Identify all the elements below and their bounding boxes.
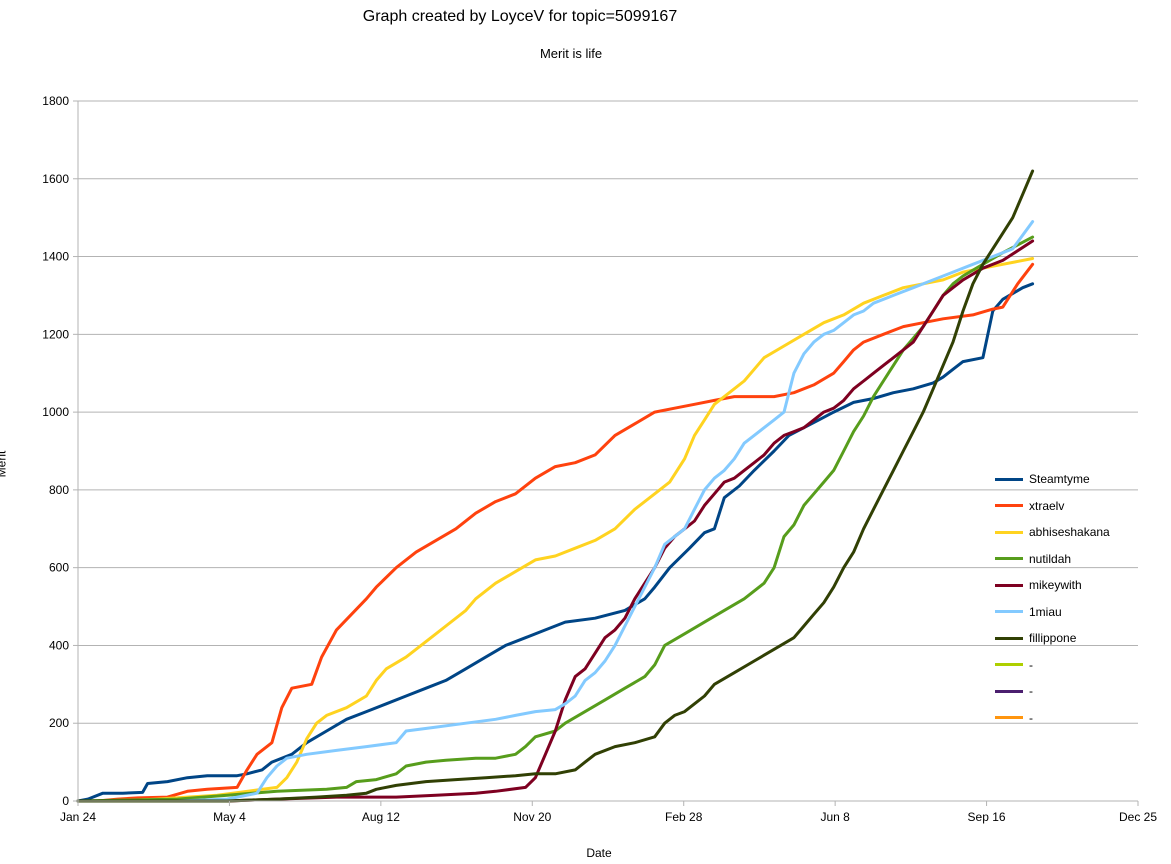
chart-subtitle: Merit is life: [539, 46, 603, 61]
legend-label: -: [1029, 657, 1033, 672]
legend-item: mikeywith: [995, 572, 1110, 599]
legend-label: -: [1029, 684, 1033, 699]
legend-swatch: [995, 477, 1023, 481]
legend-item: abhiseshakana: [995, 519, 1110, 546]
series-line-Steamtyme: [76, 282, 1035, 803]
legend: Steamtyme xtraelv abhiseshakana nutildah mik…: [995, 466, 1110, 731]
y-tick-label: 800: [49, 483, 69, 497]
y-tick-label: 200: [49, 716, 69, 730]
legend-label: Steamtyme: [1029, 472, 1090, 487]
legend-label: 1miau: [1029, 604, 1062, 619]
y-tick-label: 400: [49, 638, 69, 652]
y-tick-label: 600: [49, 561, 69, 575]
legend-swatch: [995, 610, 1023, 614]
y-tick-label: 1000: [42, 405, 69, 419]
series-line-xtraelv: [76, 262, 1035, 803]
x-tick-label: Dec 25: [1119, 810, 1157, 824]
chart-title: Graph created by LoyceV for topic=509916…: [362, 8, 678, 25]
series-line-mikeywith: [76, 239, 1035, 803]
legend-item: 1miau: [995, 599, 1110, 626]
y-tick-label: 1600: [42, 172, 69, 186]
legend-label: xtraelv: [1029, 498, 1065, 513]
y-axis-label: Merit: [0, 450, 9, 478]
series-line-abhiseshakana: [76, 257, 1035, 803]
x-tick-label: Sep 16: [968, 810, 1006, 824]
legend-swatch: [995, 636, 1023, 640]
legend-label: mikeywith: [1029, 578, 1082, 593]
legend-label: abhiseshakana: [1029, 525, 1110, 540]
series-line-nutildah: [76, 235, 1035, 803]
legend-item: -: [995, 652, 1110, 679]
x-tick-label: Jan 24: [60, 810, 96, 824]
x-tick-label: Nov 20: [513, 810, 551, 824]
series-line-1miau: [76, 220, 1035, 803]
legend-swatch: [995, 504, 1023, 508]
legend-swatch: [995, 663, 1023, 667]
legend-swatch: [995, 583, 1023, 587]
legend-label: nutildah: [1029, 551, 1072, 566]
legend-item: xtraelv: [995, 493, 1110, 520]
y-tick-label: 1200: [42, 327, 69, 341]
y-tick-label: 0: [62, 794, 69, 808]
legend-item: nutildah: [995, 546, 1110, 573]
legend-item: -: [995, 705, 1110, 732]
legend-item: Steamtyme: [995, 466, 1110, 493]
y-tick-label: 1400: [42, 250, 69, 264]
x-tick-label: Aug 12: [362, 810, 400, 824]
legend-item: fillippone: [995, 625, 1110, 652]
legend-label: fillippone: [1029, 631, 1077, 646]
legend-swatch: [995, 557, 1023, 561]
x-tick-label: May 4: [213, 810, 246, 824]
x-axis-label: Date: [586, 846, 612, 860]
x-tick-label: Feb 28: [665, 810, 703, 824]
legend-swatch: [995, 530, 1023, 534]
x-tick-label: Jun 8: [820, 810, 850, 824]
legend-swatch: [995, 716, 1023, 720]
legend-swatch: [995, 689, 1023, 693]
legend-label: -: [1029, 710, 1033, 725]
legend-item: -: [995, 678, 1110, 705]
series-line-fillippone: [76, 169, 1035, 803]
y-tick-label: 1800: [42, 94, 69, 108]
